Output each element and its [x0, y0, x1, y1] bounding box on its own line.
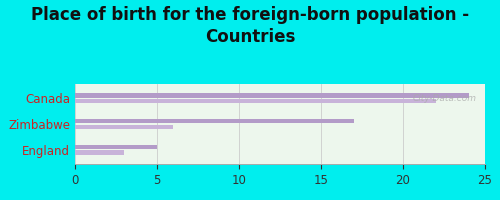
- Bar: [75, 150, 124, 155]
- Bar: [75, 145, 157, 149]
- Bar: [75, 125, 174, 129]
- Bar: [75, 99, 436, 103]
- Text: City-Data.com: City-Data.com: [413, 94, 477, 103]
- Bar: [75, 119, 354, 123]
- Text: Place of birth for the foreign-born population -
Countries: Place of birth for the foreign-born popu…: [31, 6, 469, 46]
- Bar: [75, 93, 468, 98]
